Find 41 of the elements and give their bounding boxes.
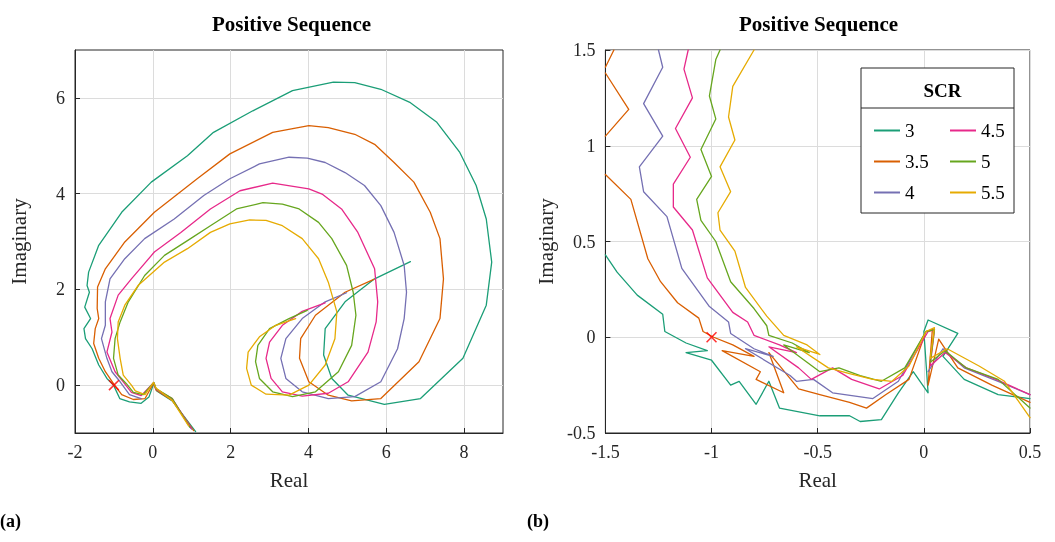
y-tick-label: 1.5 [572, 40, 596, 60]
line-series [106, 182, 379, 429]
x-tick-label: -1.5 [591, 442, 620, 462]
legend-title: SCR [923, 80, 962, 101]
x-tick-label: 4 [303, 442, 313, 462]
legend-label: 3.5 [905, 151, 929, 172]
x-tick-label: 0 [919, 442, 929, 462]
y-tick-label: -0.5 [566, 423, 596, 443]
line-series [604, 254, 1031, 423]
x-tick-label: 0.5 [1018, 442, 1042, 462]
y-tick-label: 0 [56, 375, 65, 396]
y-axis-title: Imaginary [6, 197, 31, 285]
y-axis-title: Imaginary [533, 197, 558, 285]
y-tick-label: 0.5 [572, 231, 596, 252]
line-series [93, 124, 445, 432]
y-tick-label: 1 [586, 135, 596, 156]
text: (a) [0, 511, 21, 532]
y-tick-label: 2 [56, 279, 65, 300]
legend-label: 3 [905, 120, 915, 141]
legend-label: 5 [981, 151, 991, 172]
line-series [83, 81, 493, 433]
x-tick-label: 8 [459, 442, 469, 462]
text: (b) [527, 511, 549, 532]
y-tick-label: 0 [586, 327, 596, 348]
line-series [112, 202, 357, 428]
x-tick-label: 0 [148, 442, 158, 462]
legend-label: 5.5 [981, 182, 1005, 203]
y-tick-label: 6 [56, 87, 65, 108]
x-tick-label: -0.5 [803, 442, 832, 462]
x-tick-label: -2 [67, 442, 83, 462]
x-axis-title: Real [798, 467, 838, 492]
chart-title: Positive Sequence [738, 11, 899, 36]
x-tick-label: 6 [381, 442, 391, 462]
x-axis-title: Real [269, 467, 309, 492]
x-tick-label: 2 [226, 442, 236, 462]
y-tick-label: 4 [56, 183, 65, 204]
line-series [116, 219, 338, 427]
chart-title: Positive Sequence [211, 11, 372, 36]
legend-label: 4 [905, 182, 915, 203]
legend-label: 4.5 [981, 120, 1005, 141]
x-tick-label: -1 [704, 442, 720, 462]
